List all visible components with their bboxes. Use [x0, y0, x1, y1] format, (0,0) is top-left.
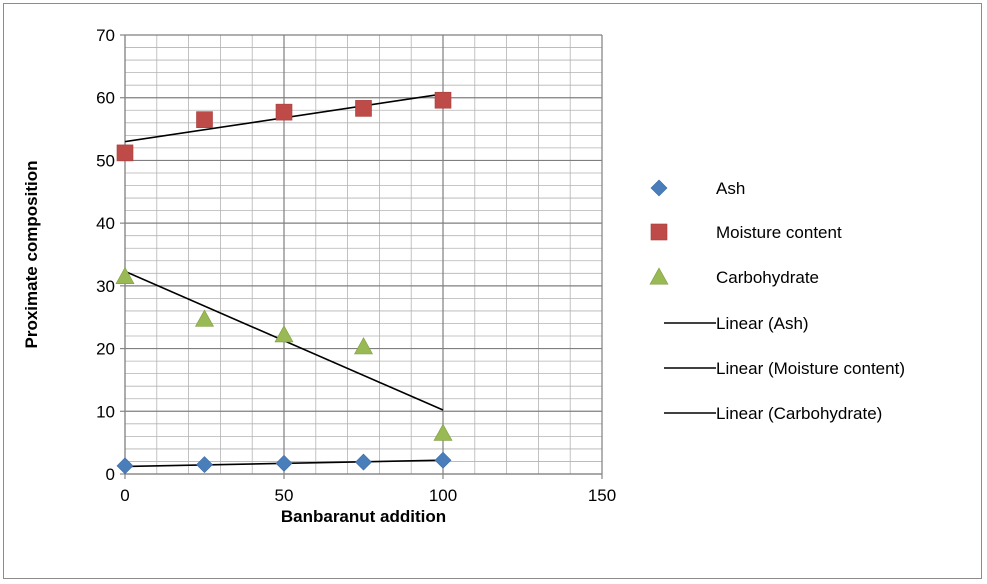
legend-label: Ash [716, 179, 745, 198]
data-points [115, 91, 453, 475]
chart-svg: 0 10 20 30 40 50 60 70 0 50 100 150 Banbaranut addi… [22, 26, 905, 526]
legend-label: Moisture content [716, 223, 842, 242]
axes [120, 34, 603, 479]
legend-marker-square [650, 223, 668, 241]
data-point-triangle [274, 325, 294, 343]
data-point-square [275, 103, 293, 121]
data-point-triangle [433, 423, 453, 441]
x-tick-label: 50 [275, 486, 294, 505]
data-point-triangle [353, 337, 374, 355]
y-tick-label: 20 [96, 340, 115, 359]
y-tick-label: 50 [96, 151, 115, 170]
legend-label: Linear (Ash) [716, 314, 809, 333]
data-point-square [355, 100, 372, 117]
data-point-diamond [116, 457, 134, 475]
data-point-square [434, 91, 452, 109]
data-point-diamond [275, 454, 293, 472]
y-tick-label: 70 [96, 26, 115, 45]
y-tick-label: 40 [96, 214, 115, 233]
data-point-diamond [196, 456, 213, 474]
data-point-triangle [115, 266, 135, 284]
x-tick-label: 0 [120, 486, 129, 505]
x-tick-label: 150 [588, 486, 616, 505]
data-point-square [196, 111, 213, 128]
y-tick-label: 60 [96, 89, 115, 108]
legend-label: Linear (Carbohydrate) [716, 404, 882, 423]
legend-marker-triangle [649, 267, 669, 285]
legend-label: Carbohydrate [716, 268, 819, 287]
data-point-diamond [434, 451, 452, 469]
data-point-square [116, 144, 134, 162]
x-axis-title: Banbaranut addition [281, 507, 446, 526]
tick-labels: 0 10 20 30 40 50 60 70 0 50 100 150 [96, 26, 616, 505]
legend-label: Linear (Moisture content) [716, 359, 905, 378]
legend: Ash Moisture content Carbohydrate Linear (A… [649, 179, 905, 423]
legend-marker-diamond [650, 179, 668, 197]
y-tick-label: 30 [96, 277, 115, 296]
chart-frame: 0 10 20 30 40 50 60 70 0 50 100 150 Banbaranut addi… [3, 3, 982, 579]
y-tick-label: 0 [106, 465, 115, 484]
data-point-diamond [355, 453, 372, 471]
x-tick-label: 100 [429, 486, 457, 505]
y-axis-title: Proximate composition [22, 161, 41, 349]
y-tick-label: 10 [96, 402, 115, 421]
data-point-triangle [194, 309, 215, 327]
